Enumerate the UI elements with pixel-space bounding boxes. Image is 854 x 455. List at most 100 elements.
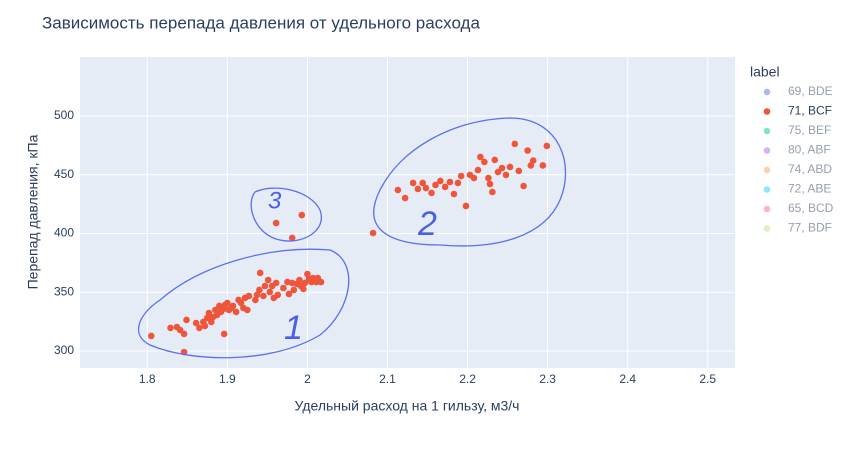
point — [414, 185, 422, 193]
point — [245, 292, 253, 300]
point — [454, 179, 462, 187]
legend-marker[interactable] — [763, 166, 771, 174]
point — [394, 186, 402, 194]
point — [253, 291, 261, 299]
annotation: 3 — [268, 187, 282, 214]
point — [266, 288, 274, 296]
point — [477, 153, 484, 161]
point — [470, 174, 478, 182]
point — [288, 234, 296, 242]
point — [450, 190, 458, 198]
point — [515, 167, 523, 175]
x-axis-title: Удельный расход на 1 гильзу, м3/ч — [295, 398, 520, 414]
x-tick-label: 2.3 — [539, 372, 556, 386]
annotation: 2 — [417, 205, 437, 243]
legend-marker[interactable] — [763, 88, 771, 96]
point — [317, 278, 325, 286]
legend-label[interactable]: 77, BDF — [788, 221, 832, 235]
point — [419, 179, 427, 187]
y-tick-label: 300 — [54, 343, 74, 357]
legend-marker[interactable] — [763, 225, 771, 232]
point — [147, 332, 155, 340]
point — [301, 279, 309, 287]
point — [485, 174, 492, 182]
point — [369, 229, 377, 237]
point — [446, 178, 454, 186]
point — [274, 291, 282, 299]
legend-label[interactable]: 71, BCF — [788, 104, 832, 118]
point — [212, 306, 219, 314]
legend-label[interactable]: 75, BEF — [788, 123, 831, 137]
legend-title: label — [750, 64, 780, 80]
x-tick-label: 2.4 — [619, 372, 636, 386]
point — [489, 188, 496, 196]
point — [183, 316, 190, 324]
point — [244, 306, 251, 314]
x-tick-label: 2 — [304, 372, 311, 386]
chart-title: Зависимость перепада давления от удельно… — [42, 13, 480, 32]
legend-marker[interactable] — [763, 205, 771, 213]
point — [180, 330, 188, 338]
legend-label[interactable]: 72, ABE — [788, 182, 831, 196]
point — [176, 326, 184, 334]
point — [486, 180, 494, 188]
x-tick-label: 2.1 — [379, 372, 396, 386]
point — [272, 219, 280, 227]
point — [481, 158, 488, 166]
point — [237, 299, 245, 307]
y-tick-label: 450 — [54, 167, 74, 181]
point — [201, 322, 209, 330]
points — [147, 140, 551, 356]
point — [298, 211, 306, 219]
point — [296, 276, 303, 284]
point — [252, 296, 259, 304]
y-tick-label: 400 — [54, 226, 74, 240]
point — [220, 330, 228, 338]
point — [506, 163, 514, 171]
plot-background — [80, 57, 735, 368]
point — [264, 276, 272, 284]
point — [494, 168, 502, 176]
legend-label[interactable]: 74, ABD — [788, 162, 832, 176]
point — [520, 182, 527, 190]
point — [300, 285, 307, 293]
loop-2 — [373, 117, 567, 247]
point — [192, 319, 200, 327]
legend-marker[interactable] — [763, 186, 771, 193]
hand-drawing — [138, 117, 567, 359]
x-tick-label: 1.9 — [219, 372, 236, 386]
point — [229, 302, 237, 310]
point — [462, 202, 470, 210]
point — [256, 286, 263, 294]
point — [437, 177, 444, 185]
y-tick-label: 500 — [54, 108, 74, 122]
point — [261, 282, 269, 290]
point — [498, 164, 506, 172]
point — [401, 194, 409, 202]
point — [428, 189, 435, 197]
point — [196, 324, 203, 332]
legend-label[interactable]: 69, BDE — [788, 84, 833, 98]
point — [260, 292, 267, 300]
legend-label[interactable]: 65, BCD — [788, 201, 834, 215]
point — [441, 183, 449, 191]
grid — [80, 57, 735, 368]
point — [290, 286, 298, 294]
point — [280, 284, 287, 292]
point — [511, 140, 519, 148]
legend-marker[interactable] — [763, 127, 771, 135]
legend-marker[interactable] — [763, 108, 771, 115]
point — [457, 172, 465, 180]
legend: 69, BDE 71, BCF 75, BEF 80, ABF 74, ABD 72, A… — [763, 84, 834, 235]
legend-marker[interactable] — [763, 147, 771, 154]
point — [272, 279, 280, 287]
point — [539, 162, 547, 169]
y-tick-label: 350 — [54, 284, 74, 298]
annotation: 1 — [284, 309, 303, 347]
loop-3 — [250, 187, 323, 242]
legend-label[interactable]: 80, ABF — [788, 143, 831, 157]
point — [256, 269, 264, 277]
point — [285, 290, 293, 298]
point — [491, 156, 499, 164]
point — [524, 147, 531, 154]
